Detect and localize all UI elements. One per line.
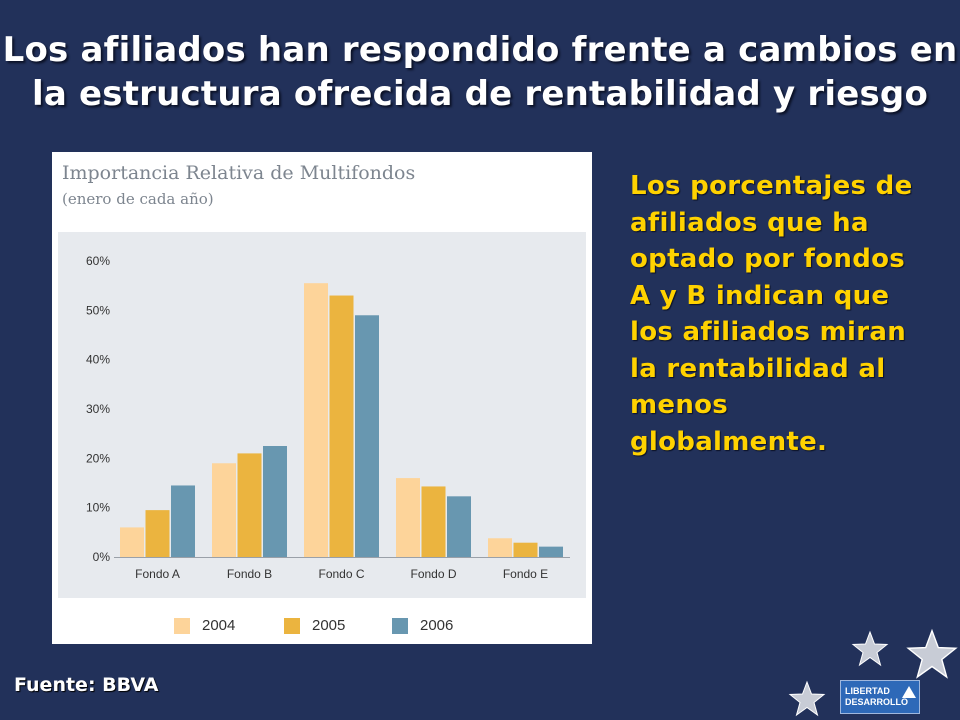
bar-fondo-b-2004: [212, 463, 236, 557]
logo-text-line-1: LIBERTAD: [845, 686, 890, 696]
bar-fondo-c-2006: [355, 315, 379, 557]
legend-label-2005: 2005: [312, 617, 346, 634]
star-icon-bottom: [788, 680, 826, 717]
y-tick-label: 20%: [86, 451, 110, 465]
chart-title: Importancia Relativa de Multifondos: [62, 162, 416, 184]
slide-title: Los afiliados han respondido frente a ca…: [0, 28, 960, 116]
logo-text: LIBERTAD DESARROLLO: [845, 686, 908, 708]
bar-fondo-b-2006: [263, 446, 287, 557]
chart-legend: 2004 2005 2006: [52, 598, 592, 644]
x-category-label: Fondo B: [227, 567, 272, 581]
bar-fondo-d-2006: [447, 496, 471, 557]
bar-fondo-a-2006: [171, 485, 195, 557]
star-icon: [851, 630, 889, 667]
chart-panel: Importancia Relativa de Multifondos (ene…: [52, 152, 592, 644]
legend-label-2004: 2004: [202, 617, 236, 634]
bar-fondo-a-2005: [145, 510, 170, 557]
y-tick-label: 50%: [86, 303, 110, 317]
logo-triangle-icon: [902, 686, 916, 698]
y-tick-label: 30%: [86, 402, 110, 416]
bar-fondo-b-2005: [237, 453, 262, 557]
y-tick-label: 10%: [86, 501, 110, 515]
bar-fondo-d-2005: [421, 486, 446, 557]
x-category-label: Fondo A: [135, 567, 180, 581]
y-tick-label: 60%: [86, 254, 110, 268]
legend-swatch-2006: [392, 618, 408, 634]
bar-fondo-e-2005: [513, 542, 538, 557]
commentary-text: Los porcentajes de afiliados que ha opta…: [630, 171, 913, 457]
bar-chart: 0% 10% 20% 30% 40% 50% 60% Fondo A Fondo B Fondo …: [86, 254, 570, 581]
star-icon-large: [906, 628, 958, 679]
legend-swatch-2005: [284, 618, 300, 634]
slide-title-line-1: Los afiliados han respondido frente a ca…: [2, 30, 958, 70]
logo-text-line-2: DESARROLLO: [845, 697, 908, 707]
bar-fondo-d-2004: [396, 478, 420, 557]
x-category-label: Fondo E: [503, 567, 548, 581]
legend-swatch-2004: [174, 618, 190, 634]
y-tick-label: 40%: [86, 353, 110, 367]
chart-subtitle: (enero de cada año): [62, 190, 214, 208]
x-category-label: Fondo C: [318, 567, 364, 581]
libertad-desarrollo-logo: LIBERTAD DESARROLLO: [840, 680, 920, 714]
bar-fondo-c-2005: [329, 295, 354, 557]
bar-fondo-c-2004: [304, 283, 328, 557]
legend-label-2006: 2006: [420, 617, 454, 634]
source-note: Fuente: BBVA: [14, 674, 159, 696]
bar-fondo-e-2004: [488, 538, 512, 557]
slide-title-line-2: la estructura ofrecida de rentabilidad y…: [31, 74, 929, 114]
x-category-label: Fondo D: [410, 567, 456, 581]
y-tick-label: 0%: [93, 550, 111, 564]
bar-fondo-e-2006: [539, 546, 563, 557]
bar-fondo-a-2004: [120, 527, 144, 557]
